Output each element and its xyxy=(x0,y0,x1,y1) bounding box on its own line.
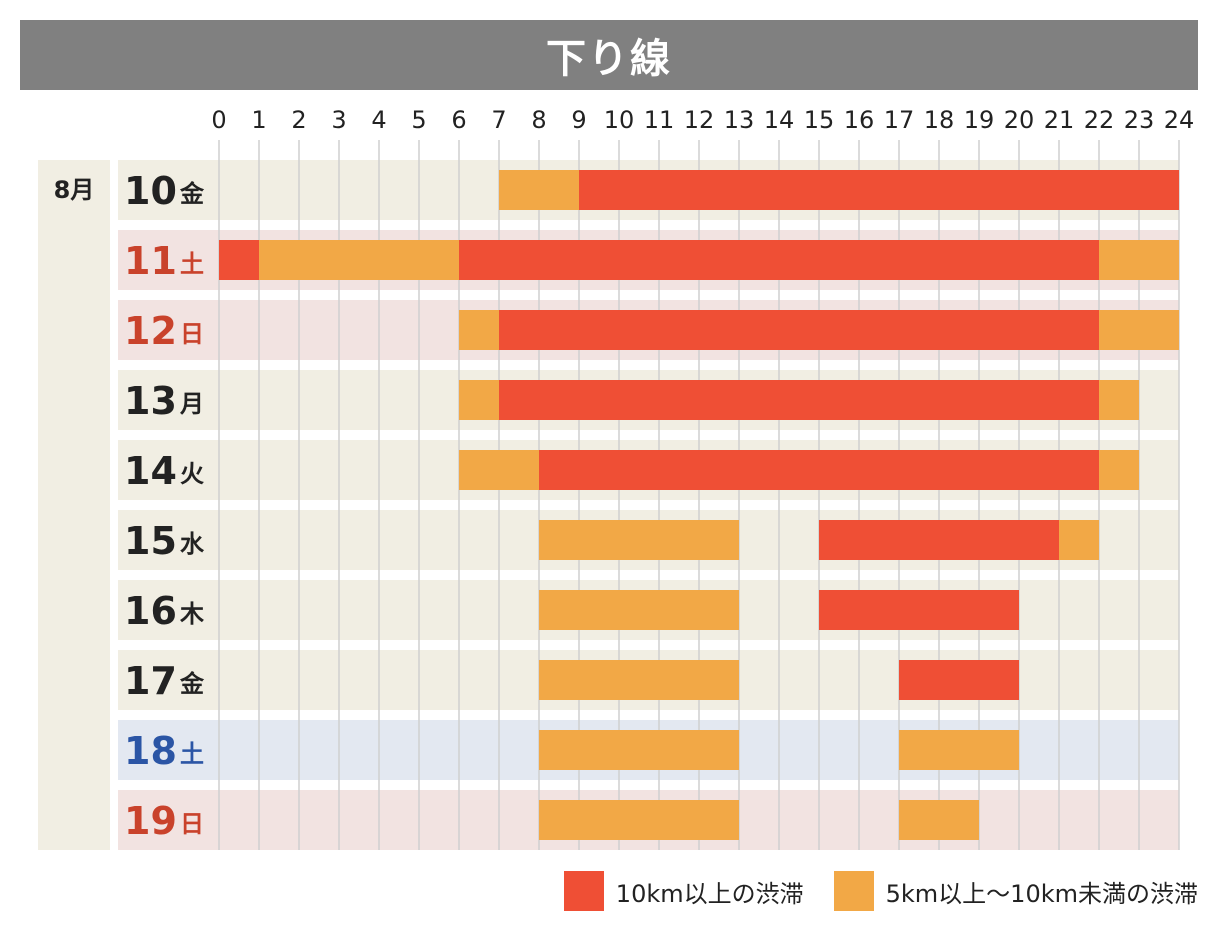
x-tick-label-21: 21 xyxy=(1044,106,1075,134)
legend-swatch-heavy xyxy=(563,871,604,911)
x-tick-label-15: 15 xyxy=(804,106,835,134)
x-tick-label-2: 2 xyxy=(291,106,306,134)
x-tick-label-18: 18 xyxy=(924,106,955,134)
x-tick-label-5: 5 xyxy=(411,106,426,134)
weekday-label-10: 金 xyxy=(179,180,205,208)
x-tick-label-11: 11 xyxy=(644,106,675,134)
weekday-label-11: 土 xyxy=(180,250,204,278)
bar-11-0-heavy xyxy=(219,240,259,280)
bar-12-0-light xyxy=(459,310,499,350)
bar-16-0-light xyxy=(539,590,739,630)
day-label-10: 10 xyxy=(124,169,177,213)
x-tick-label-23: 23 xyxy=(1124,106,1155,134)
weekday-label-13: 月 xyxy=(179,390,204,418)
legend: 10km以上の渋滞 5km以上～10km未満の渋滞 xyxy=(563,871,1198,911)
day-label-12: 12 xyxy=(124,309,177,353)
bar-13-1-heavy xyxy=(499,380,1099,420)
x-tick-label-13: 13 xyxy=(724,106,755,134)
day-label-19: 19 xyxy=(124,799,177,843)
day-label-16: 16 xyxy=(124,589,177,633)
bar-17-0-light xyxy=(539,660,739,700)
x-tick-label-6: 6 xyxy=(451,106,466,134)
weekday-label-17: 金 xyxy=(179,670,205,698)
bar-14-2-light xyxy=(1099,450,1139,490)
bar-15-0-light xyxy=(539,520,739,560)
day-label-18: 18 xyxy=(124,729,177,773)
weekday-label-14: 火 xyxy=(180,460,204,488)
day-label-15: 15 xyxy=(124,519,177,563)
bar-13-0-light xyxy=(459,380,499,420)
legend-item-heavy: 10km以上の渋滞 xyxy=(563,871,804,911)
x-tick-label-14: 14 xyxy=(764,106,795,134)
bar-10-0-light xyxy=(499,170,579,210)
x-tick-label-19: 19 xyxy=(964,106,995,134)
day-label-11: 11 xyxy=(124,239,177,283)
weekday-label-15: 水 xyxy=(180,530,205,558)
x-tick-label-17: 17 xyxy=(884,106,915,134)
bar-10-1-heavy xyxy=(579,170,1179,210)
legend-label-heavy: 10km以上の渋滞 xyxy=(615,879,804,908)
legend-label-light: 5km以上～10km未満の渋滞 xyxy=(885,879,1198,908)
weekday-label-16: 木 xyxy=(179,600,205,628)
bar-14-0-light xyxy=(459,450,539,490)
weekday-label-12: 日 xyxy=(180,320,204,348)
bar-11-3-light xyxy=(1099,240,1179,280)
bar-19-0-light xyxy=(539,800,739,840)
bar-16-1-heavy xyxy=(819,590,1019,630)
bar-19-1-light xyxy=(899,800,979,840)
day-label-13: 13 xyxy=(124,379,177,423)
chart-title: 下り線 xyxy=(20,20,1198,90)
bar-15-2-light xyxy=(1059,520,1099,560)
bar-14-1-heavy xyxy=(539,450,1099,490)
legend-item-light: 5km以上～10km未満の渋滞 xyxy=(833,871,1198,911)
month-label: 8月 xyxy=(54,176,95,204)
bar-15-1-heavy xyxy=(819,520,1059,560)
x-tick-label-8: 8 xyxy=(531,106,546,134)
bar-17-1-heavy xyxy=(899,660,1019,700)
bar-12-1-heavy xyxy=(499,310,1099,350)
x-tick-label-7: 7 xyxy=(491,106,506,134)
x-tick-label-1: 1 xyxy=(251,106,266,134)
x-tick-label-24: 24 xyxy=(1164,106,1195,134)
x-tick-label-22: 22 xyxy=(1084,106,1115,134)
bar-11-1-light xyxy=(259,240,459,280)
weekday-label-18: 土 xyxy=(180,740,204,768)
bar-18-0-light xyxy=(539,730,739,770)
bar-13-2-light xyxy=(1099,380,1139,420)
weekday-label-19: 日 xyxy=(180,810,204,838)
month-column xyxy=(38,160,110,850)
x-tick-label-4: 4 xyxy=(371,106,386,134)
x-tick-label-0: 0 xyxy=(211,106,226,134)
x-tick-label-10: 10 xyxy=(604,106,635,134)
day-label-17: 17 xyxy=(124,659,177,703)
x-tick-label-12: 12 xyxy=(684,106,715,134)
bar-12-2-light xyxy=(1099,310,1179,350)
legend-swatch-light xyxy=(833,871,874,911)
bar-11-2-heavy xyxy=(459,240,1099,280)
day-label-14: 14 xyxy=(124,449,177,493)
x-tick-label-9: 9 xyxy=(571,106,586,134)
x-tick-label-16: 16 xyxy=(844,106,875,134)
x-tick-label-20: 20 xyxy=(1004,106,1035,134)
bar-18-1-light xyxy=(899,730,1019,770)
x-tick-label-3: 3 xyxy=(331,106,346,134)
